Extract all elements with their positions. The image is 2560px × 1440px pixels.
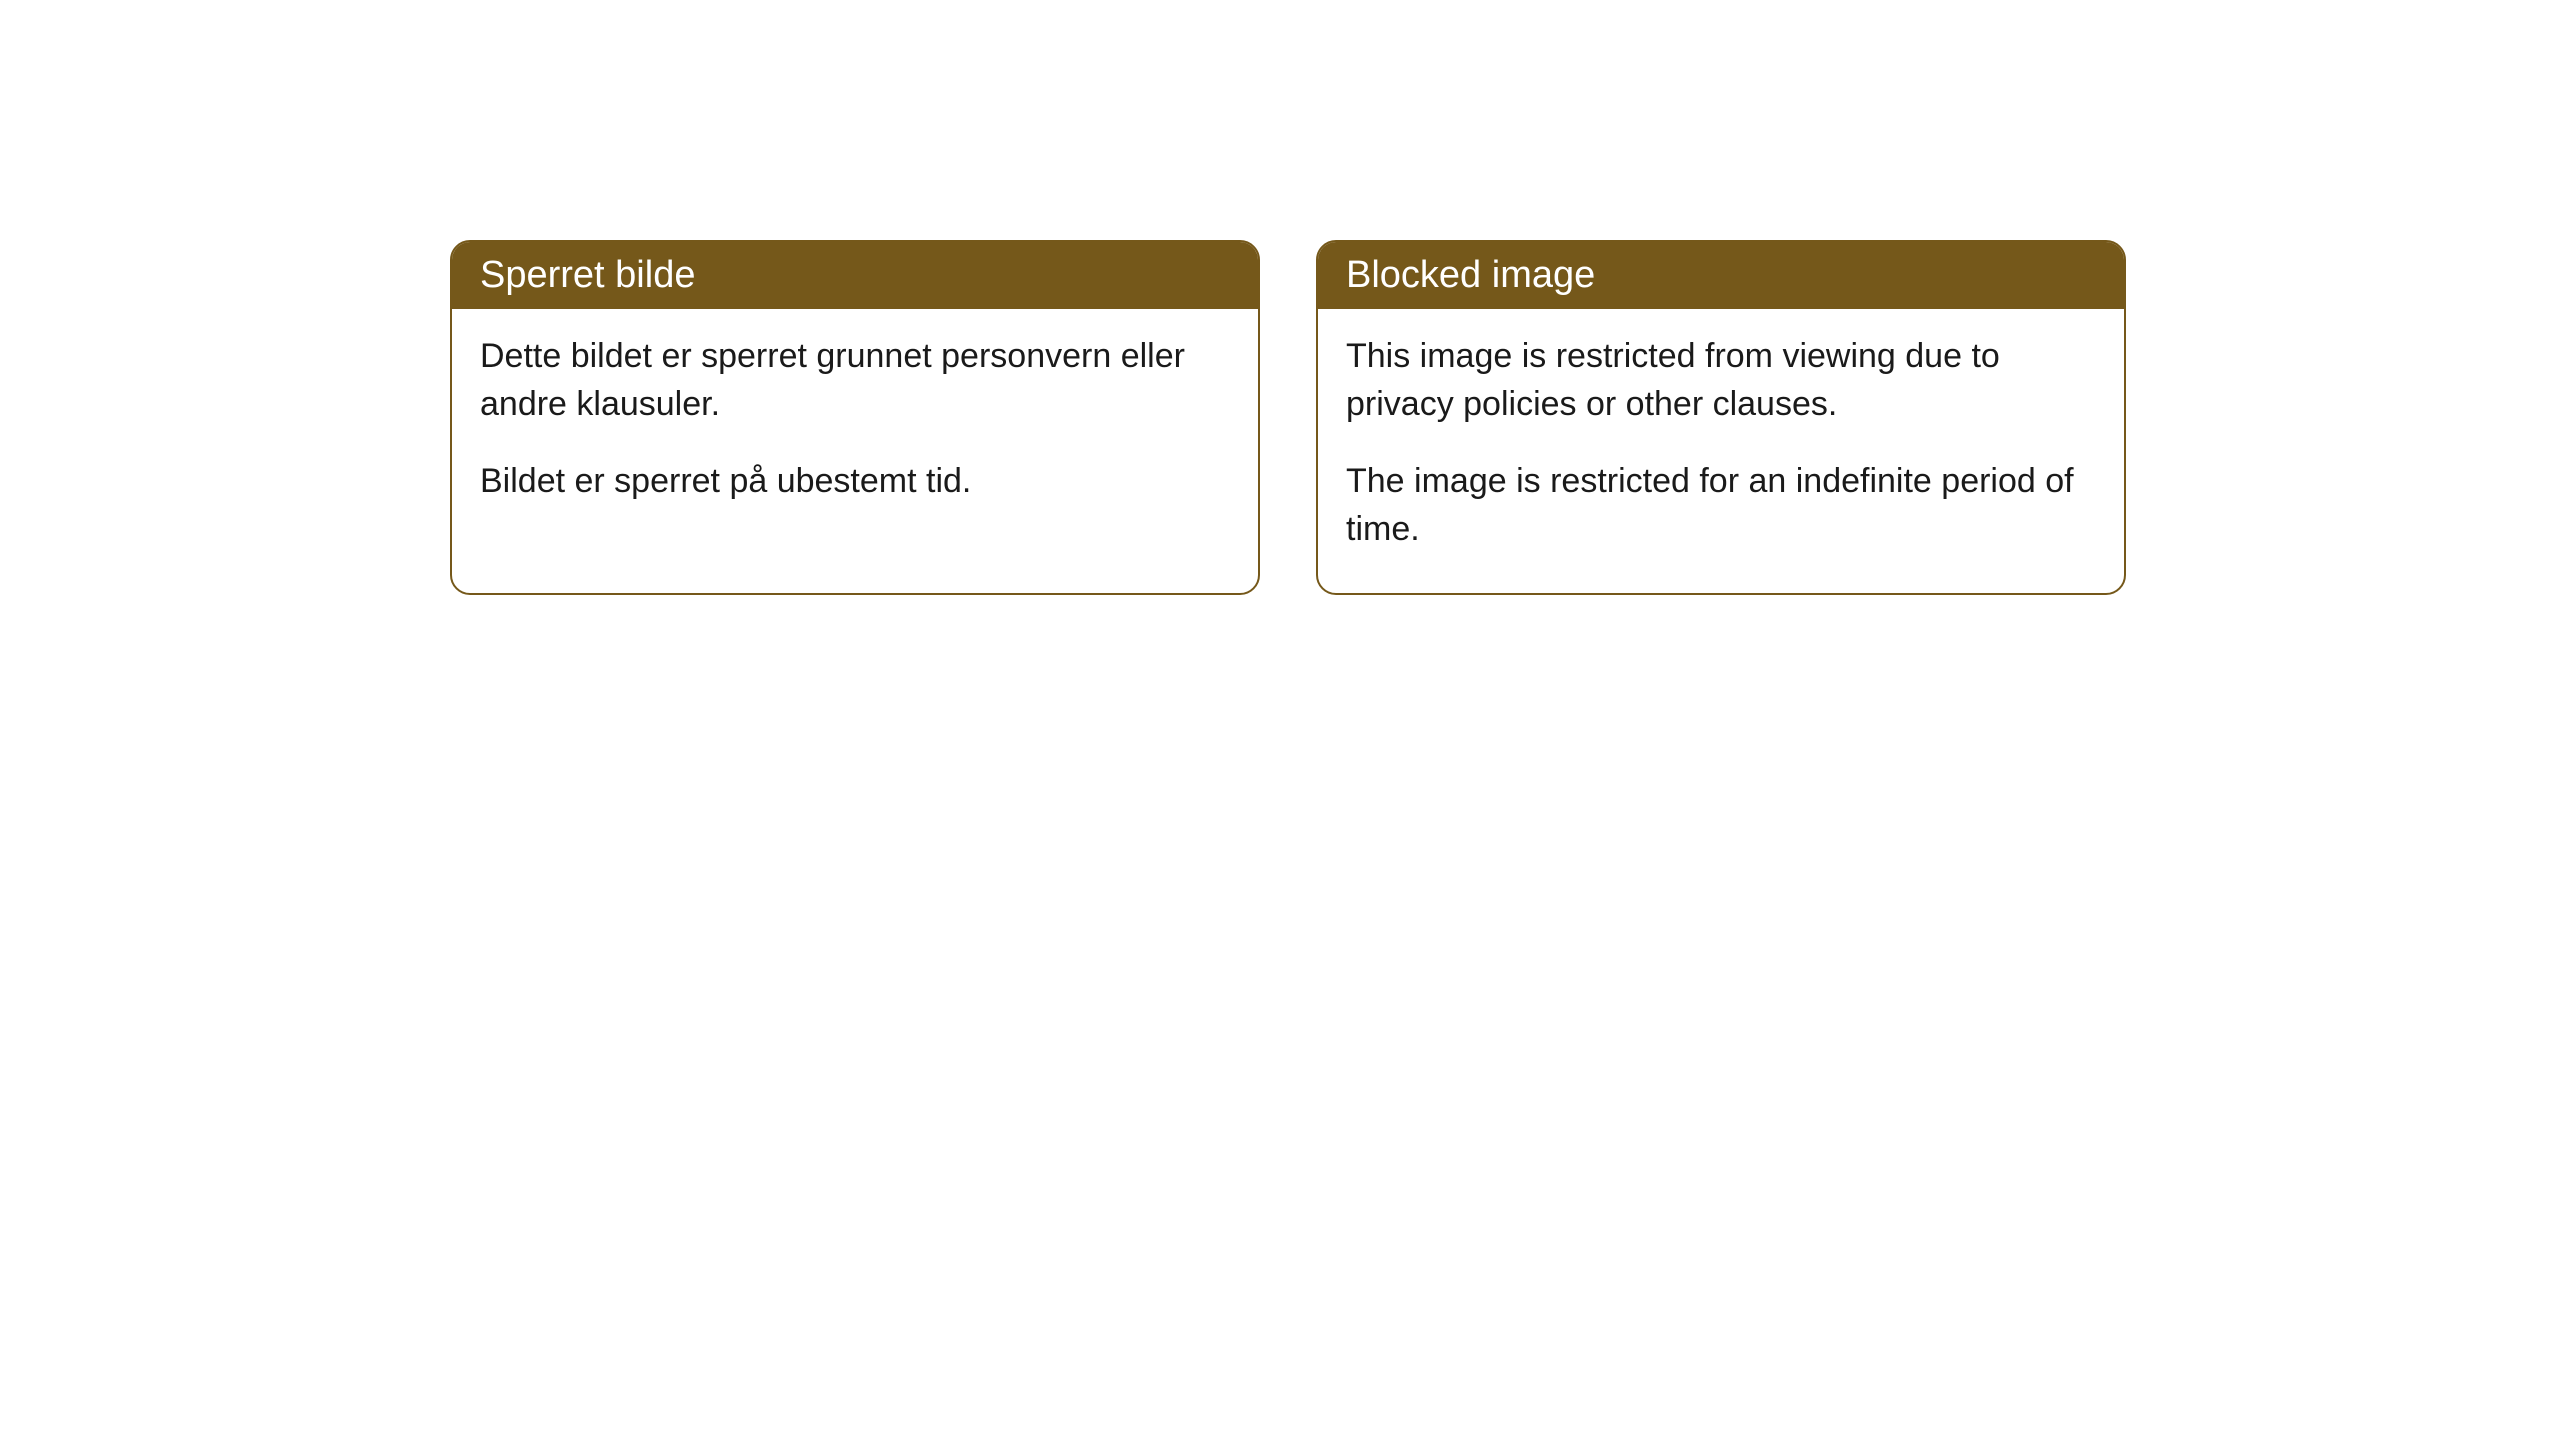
card-paragraph-2: Bildet er sperret på ubestemt tid. [480,458,1230,506]
card-title: Sperret bilde [480,254,695,296]
card-header: Sperret bilde [452,242,1258,309]
card-paragraph-2: The image is restricted for an indefinit… [1346,458,2096,553]
notice-cards-container: Sperret bilde Dette bildet er sperret gr… [0,0,2560,595]
notice-card-norwegian: Sperret bilde Dette bildet er sperret gr… [450,240,1260,595]
card-paragraph-1: Dette bildet er sperret grunnet personve… [480,333,1230,428]
card-body: This image is restricted from viewing du… [1318,309,2124,593]
notice-card-english: Blocked image This image is restricted f… [1316,240,2126,595]
card-header: Blocked image [1318,242,2124,309]
card-body: Dette bildet er sperret grunnet personve… [452,309,1258,546]
card-title: Blocked image [1346,254,1595,296]
card-paragraph-1: This image is restricted from viewing du… [1346,333,2096,428]
